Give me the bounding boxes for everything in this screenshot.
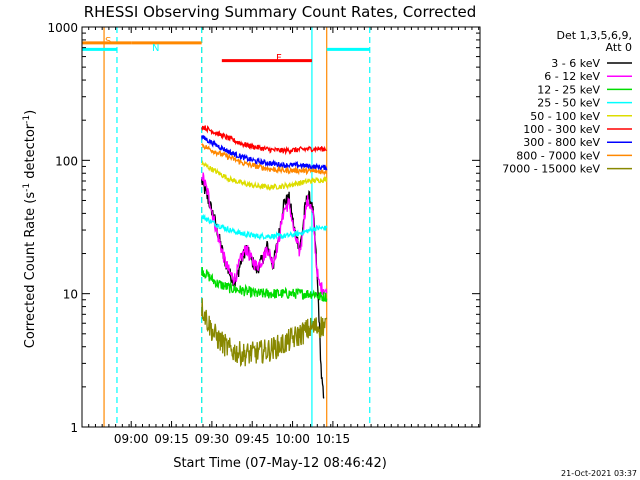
y-axis-label-suffix: ) (23, 110, 38, 115)
legend-label-50-100-kev: 50 - 100 keV (530, 110, 600, 123)
series-7000-15000-kev (201, 298, 328, 368)
x-tick-label-10-00: 10:00 (275, 432, 310, 446)
interval-marker-lines (103, 27, 371, 427)
series-100-300-kev (201, 125, 328, 156)
x-axis-ticks: 09:00 09:15 09:30 09:45 10:00 10:15 (81, 27, 480, 446)
series-12-25-kev (201, 266, 328, 302)
timestamp: 21-Oct-2021 03:37 (561, 469, 637, 478)
legend-label-25-50-kev: 25 - 50 keV (537, 97, 600, 110)
x-tick-label-10-15: 10:15 (316, 432, 351, 446)
legend-label-3-6-kev: 3 - 6 keV (551, 57, 600, 70)
interval-bar-label-n: N (152, 43, 159, 54)
x-tick-label-09-00: 09:00 (114, 432, 149, 446)
x-tick-label-09-45: 09:45 (235, 432, 270, 446)
legend-title-line-1: Det 1,3,5,6,9, (556, 29, 632, 42)
series-lines (201, 125, 328, 399)
y-axis-label-prefix: Corrected Count Rate (s (23, 192, 38, 349)
x-tick-label-09-30: 09:30 (195, 432, 230, 446)
chart-title: RHESSI Observing Summary Count Rates, Co… (84, 3, 477, 21)
series-25-50-kev (201, 213, 328, 241)
y-tick-label-10: 10 (63, 288, 78, 302)
legend-label-12-25-kev: 12 - 25 keV (537, 83, 600, 96)
y-axis-label: Corrected Count Rate (s-1 detector-1) (22, 110, 38, 348)
plot-area: S N F 09:00 09:15 09:30 09:45 10:00 10:15 1 10 10… (47, 21, 481, 446)
series-300-800-kev (201, 135, 328, 171)
legend-title-line-2: Att 0 (606, 41, 632, 54)
plot-frame (81, 26, 481, 428)
legend-label-800-7000-kev: 800 - 7000 keV (516, 149, 600, 162)
y-axis-label-mid: detector (23, 123, 38, 183)
interval-bar-label-f: F (276, 53, 282, 64)
y-axis-label-sup2: -1 (22, 115, 32, 124)
series-800-7000-kev (201, 142, 327, 176)
y-axis-ticks: 1 10 100 1000 (47, 21, 480, 435)
legend-label-300-800-kev: 300 - 800 keV (523, 136, 600, 149)
series-50-100-kev (201, 160, 328, 191)
legend-label-6-12-kev: 6 - 12 keV (544, 70, 600, 83)
y-tick-label-1: 1 (70, 421, 78, 435)
y-axis-label-sup: -1 (22, 183, 32, 192)
legend-label-7000-15000-kev: 7000 - 15000 keV (502, 163, 600, 176)
y-tick-label-1000: 1000 (47, 21, 78, 35)
series-6-12-kev (201, 172, 328, 295)
interval-bar-label-s: S (105, 36, 111, 47)
interval-bars: S N F (82, 36, 370, 64)
legend-label-100-300-kev: 100 - 300 keV (523, 123, 600, 136)
x-tick-label-09-15: 09:15 (154, 432, 189, 446)
x-axis-label: Start Time (07-May-12 08:46:42) (173, 456, 387, 471)
y-tick-label-100: 100 (55, 154, 78, 168)
